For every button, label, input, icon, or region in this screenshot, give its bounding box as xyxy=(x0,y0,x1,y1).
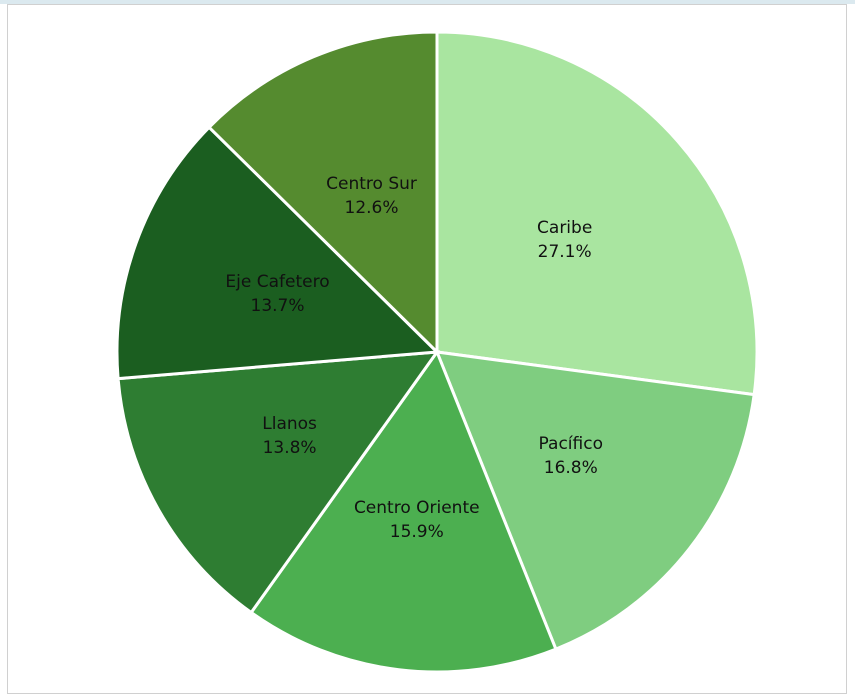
slice-name: Llanos xyxy=(262,413,317,434)
slice-label: Eje Cafetero 13.7% xyxy=(210,270,345,318)
top-strip xyxy=(0,0,855,4)
slice-percent: 13.7% xyxy=(250,296,305,317)
slice-percent: 12.6% xyxy=(344,197,399,218)
slice-label: Centro Sur 12.6% xyxy=(304,172,439,220)
slice-name: Caribe xyxy=(537,218,593,239)
pie-slice xyxy=(435,30,759,397)
slice-name: Centro Sur xyxy=(326,173,417,194)
slice-percent: 13.8% xyxy=(262,437,317,458)
chart-frame xyxy=(7,4,847,694)
slice-name: Pacífico xyxy=(538,434,603,455)
slice-percent: 16.8% xyxy=(543,458,598,479)
slice-percent: 27.1% xyxy=(537,242,592,263)
slice-label: Llanos 13.8% xyxy=(222,412,357,460)
pie-slice xyxy=(115,125,441,381)
slice-percent: 15.9% xyxy=(389,522,444,543)
pie-slice xyxy=(249,348,558,674)
pie-slice xyxy=(207,30,439,356)
pie-slice xyxy=(116,350,441,615)
slice-label: Pacífico 16.8% xyxy=(503,432,638,480)
slice-name: Centro Oriente xyxy=(353,498,480,519)
slice-label: Caribe 27.1% xyxy=(497,216,632,264)
pie-slice xyxy=(434,350,756,652)
slice-name: Eje Cafetero xyxy=(225,272,330,293)
slice-label: Centro Oriente 15.9% xyxy=(349,496,484,544)
